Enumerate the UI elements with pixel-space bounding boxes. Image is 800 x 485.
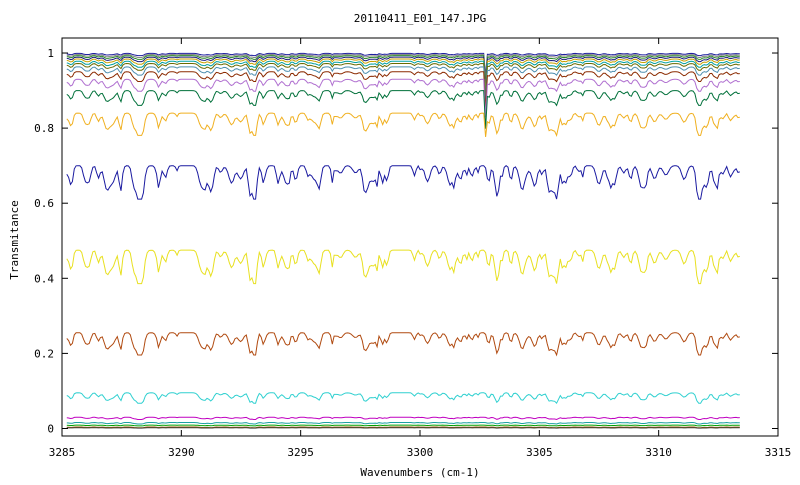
y-tick-label: 0.4	[34, 272, 54, 285]
y-tick-label: 0.6	[34, 197, 54, 210]
x-tick-label: 3290	[168, 446, 195, 459]
x-tick-label: 3315	[765, 446, 792, 459]
x-tick-label: 3300	[407, 446, 434, 459]
x-tick-label: 3305	[526, 446, 553, 459]
x-tick-label: 3310	[645, 446, 672, 459]
y-axis-label: Transmitance	[8, 200, 21, 279]
plot-frame	[62, 38, 778, 436]
x-axis-label: Wavenumbers (cm-1)	[360, 466, 479, 479]
chart-title: 20110411_E01_147.JPG	[354, 12, 486, 25]
y-tick-label: 0.8	[34, 122, 54, 135]
x-tick-label: 3295	[287, 446, 314, 459]
y-tick-label: 0	[47, 422, 54, 435]
y-tick-label: 0.2	[34, 347, 54, 360]
y-tick-label: 1	[47, 47, 54, 60]
x-tick-label: 3285	[49, 446, 76, 459]
